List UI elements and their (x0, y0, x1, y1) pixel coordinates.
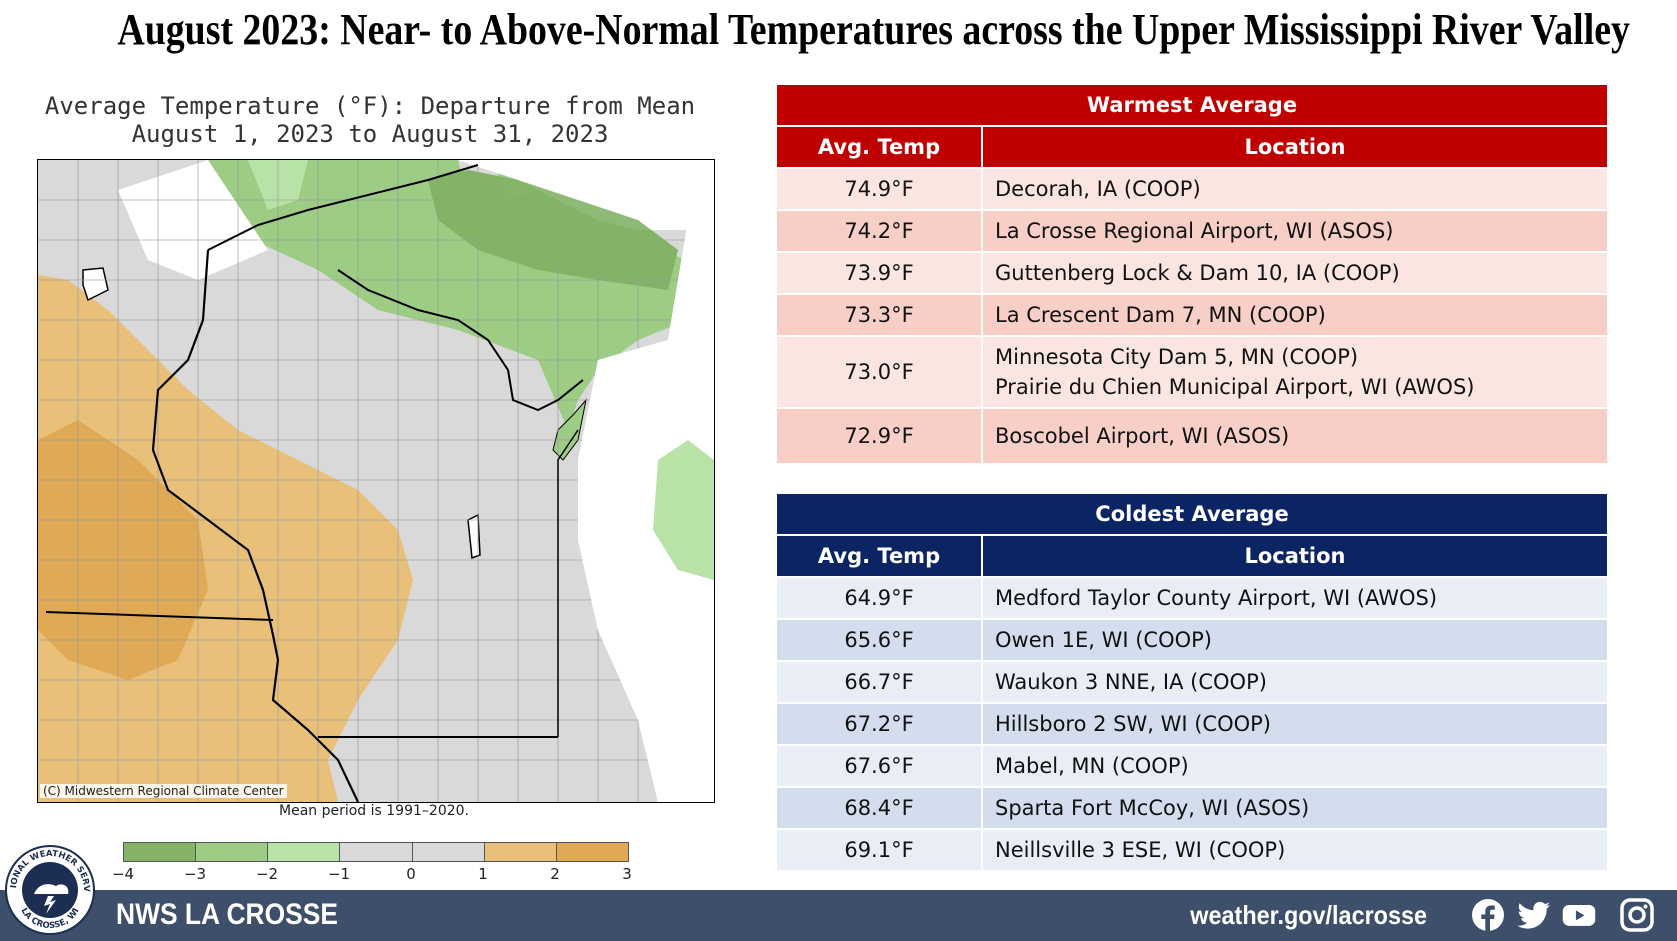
location-cell: Neillsville 3 ESE, WI (COOP) (982, 828, 1607, 870)
temp-cell: 67.2°F (777, 702, 983, 745)
table-row: 74.2°F La Crosse Regional Airport, WI (A… (777, 209, 1607, 252)
location-cell: Waukon 3 NNE, IA (COOP) (982, 660, 1607, 703)
temp-cell: 74.2°F (777, 209, 983, 252)
table-row: 68.4°F Sparta Fort McCoy, WI (ASOS) (777, 786, 1607, 829)
page-title: August 2023: Near- to Above-Normal Tempe… (117, 5, 1630, 54)
org-name: NWS LA CROSSE (116, 898, 338, 931)
instagram-icon[interactable] (1620, 898, 1654, 932)
temp-cell: 74.9°F (777, 167, 983, 210)
legend-swatch (196, 843, 269, 861)
temp-cell: 69.1°F (777, 828, 983, 870)
table-row: 73.3°F La Crescent Dam 7, MN (COOP) (777, 293, 1607, 336)
location-line: Prairie du Chien Municipal Airport, WI (… (995, 375, 1475, 399)
youtube-icon[interactable] (1562, 898, 1596, 932)
location-cell: Boscobel Airport, WI (ASOS) (982, 407, 1607, 463)
legend-tick: 0 (406, 865, 416, 883)
color-legend-bar (123, 842, 629, 862)
legend-swatch (124, 843, 197, 861)
temp-cell: 67.6°F (777, 744, 983, 787)
legend-tick: 1 (478, 865, 488, 883)
temp-cell: 72.9°F (777, 407, 983, 463)
legend-tick: 3 (622, 865, 632, 883)
map-title-line2: August 1, 2023 to August 31, 2023 (131, 120, 609, 148)
table-row: 64.9°F Medford Taylor County Airport, WI… (777, 576, 1607, 619)
table-row: 69.1°F Neillsville 3 ESE, WI (COOP) (777, 828, 1607, 870)
location-cell: Decorah, IA (COOP) (982, 167, 1607, 210)
legend-swatch (412, 843, 485, 861)
coldest-average-table: Coldest Average Avg. Temp Location 64.9°… (777, 494, 1607, 870)
table-row: 67.6°F Mabel, MN (COOP) (777, 744, 1607, 787)
table-row: 72.9°F Boscobel Airport, WI (ASOS) (777, 407, 1607, 463)
location-cell: La Crosse Regional Airport, WI (ASOS) (982, 209, 1607, 252)
location-cell: Sparta Fort McCoy, WI (ASOS) (982, 786, 1607, 829)
temp-cell: 73.9°F (777, 251, 983, 294)
location-cell: Mabel, MN (COOP) (982, 744, 1607, 787)
temp-cell: 68.4°F (777, 786, 983, 829)
legend-tick: −2 (255, 865, 279, 883)
legend-swatch (556, 843, 628, 861)
legend-swatch (268, 843, 341, 861)
temperature-departure-map (37, 159, 715, 803)
temp-cell: 66.7°F (777, 660, 983, 703)
legend-tick: −4 (111, 865, 135, 883)
map-title-line1: Average Temperature (°F): Departure from… (44, 92, 696, 120)
location-cell: Guttenberg Lock & Dam 10, IA (COOP) (982, 251, 1607, 294)
warmest-average-table: Warmest Average Avg. Temp Location 74.9°… (777, 85, 1607, 463)
mean-period-note: Mean period is 1991–2020. (279, 803, 469, 819)
table-row: 65.6°F Owen 1E, WI (COOP) (777, 618, 1607, 661)
table-row: 67.2°F Hillsboro 2 SW, WI (COOP) (777, 702, 1607, 745)
website-link[interactable]: weather.gov/lacrosse (1190, 900, 1427, 930)
location-cell: La Crescent Dam 7, MN (COOP) (982, 293, 1607, 336)
location-line: Minnesota City Dam 5, MN (COOP) (995, 345, 1359, 369)
col-header-avg-temp: Avg. Temp (777, 126, 983, 168)
twitter-icon[interactable] (1517, 898, 1551, 932)
temp-cell: 73.3°F (777, 293, 983, 336)
legend-tick: 2 (550, 865, 560, 883)
table-row: 66.7°F Waukon 3 NNE, IA (COOP) (777, 660, 1607, 703)
nws-logo-icon: NATIONAL WEATHER SERVICE LA CROSSE, WI (4, 844, 95, 935)
location-cell: Medford Taylor County Airport, WI (AWOS) (982, 576, 1607, 619)
legend-swatch (340, 843, 413, 861)
coldest-caption: Coldest Average (777, 494, 1607, 536)
col-header-location: Location (982, 126, 1607, 168)
legend-swatch (484, 843, 557, 861)
location-cell: Minnesota City Dam 5, MN (COOP) Prairie … (982, 335, 1607, 408)
temp-cell: 65.6°F (777, 618, 983, 661)
map-graphic (38, 160, 714, 802)
legend-tick: −1 (327, 865, 351, 883)
location-cell: Owen 1E, WI (COOP) (982, 618, 1607, 661)
warmest-caption: Warmest Average (777, 85, 1607, 127)
location-cell: Hillsboro 2 SW, WI (COOP) (982, 702, 1607, 745)
col-header-location: Location (982, 535, 1607, 577)
col-header-avg-temp: Avg. Temp (777, 535, 983, 577)
table-row: 73.9°F Guttenberg Lock & Dam 10, IA (COO… (777, 251, 1607, 294)
map-credit: (C) Midwestern Regional Climate Center (40, 784, 287, 798)
footer-bar: NWS LA CROSSE weather.gov/lacrosse (0, 890, 1677, 941)
table-row: 73.0°F Minnesota City Dam 5, MN (COOP) P… (777, 335, 1607, 408)
table-row: 74.9°F Decorah, IA (COOP) (777, 167, 1607, 210)
temp-cell: 73.0°F (777, 335, 983, 408)
temp-cell: 64.9°F (777, 576, 983, 619)
facebook-icon[interactable] (1471, 898, 1505, 932)
legend-tick: −3 (183, 865, 207, 883)
